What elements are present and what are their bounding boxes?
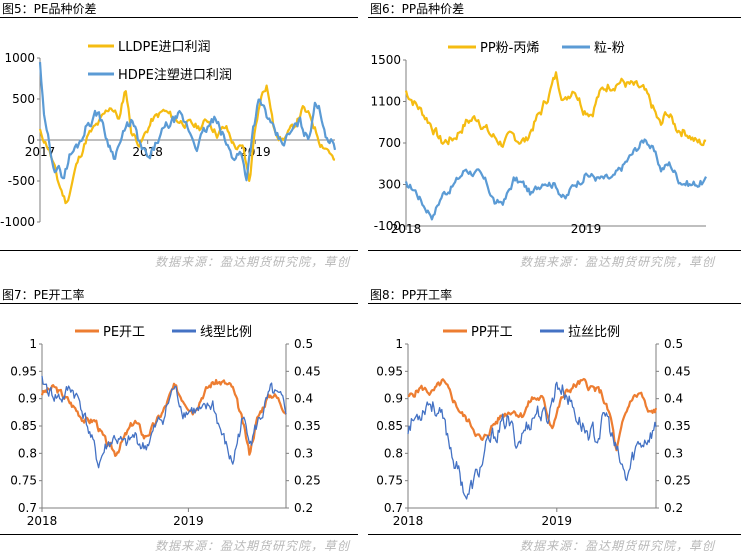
y-tick-label: 1100 xyxy=(370,95,401,109)
y-right-tick-label: 0.25 xyxy=(664,474,691,488)
watermark: 数据来源：盈达期货研究院，草创 xyxy=(520,539,716,553)
watermark: 数据来源：盈达期货研究院，草创 xyxy=(155,255,351,269)
legend-label: PE开工 xyxy=(103,325,145,340)
chart-title: 图8：PP开工率 xyxy=(370,288,453,302)
y-right-tick-label: 0.2 xyxy=(664,501,683,515)
series-line xyxy=(404,71,707,148)
y-tick-label: 0.95 xyxy=(10,364,37,378)
y-tick-label: 1 xyxy=(29,337,37,351)
y-tick-label: 0.85 xyxy=(376,419,403,433)
y-tick-label: 0.8 xyxy=(384,446,403,460)
chart-fig8: 0.7 0.75 0.8 0.85 0.9 0.95 1 0.2 0.25 0.3 0.35 0.4 0… xyxy=(376,325,691,528)
y-right-tick-label: 0.4 xyxy=(294,392,313,406)
y-tick-label: 0.75 xyxy=(10,474,37,488)
y-right-tick-label: 0.5 xyxy=(294,337,313,351)
y-right-tick-label: 0.5 xyxy=(664,337,683,351)
y-tick-label: 0.8 xyxy=(18,446,37,460)
series-line xyxy=(38,84,336,205)
y-tick-label: 1 xyxy=(395,337,403,351)
legend-label: HDPE注塑进口利润 xyxy=(118,68,232,83)
y-tick-label: 500 xyxy=(12,92,35,106)
chart-bottom-rule xyxy=(368,534,741,535)
x-tick-label: 2019 xyxy=(240,145,271,159)
chart-panel-fig5: 图5：PE品种价差 -1000 -500 0 500 1000 2017 2018 2019 L… xyxy=(0,0,360,275)
y-tick-label: -100 xyxy=(374,219,401,233)
y-tick-label: 700 xyxy=(378,136,401,150)
x-tick-label: 2019 xyxy=(542,514,573,528)
y-right-tick-label: 0.2 xyxy=(294,501,313,515)
y-tick-label: 0.7 xyxy=(18,501,37,515)
watermark: 数据来源：盈达期货研究院，草创 xyxy=(155,539,351,553)
title-rule xyxy=(0,17,358,18)
series-line xyxy=(404,138,707,221)
legend-label: 线型比例 xyxy=(200,325,252,340)
x-tick-label: 2018 xyxy=(393,514,424,528)
chart-panel-fig7: 图7：PE开工率 0.7 0.75 0.8 0.85 0.9 0.95 1 0.2 0.25 0.… xyxy=(0,286,360,553)
y-right-tick-label: 0.4 xyxy=(664,392,683,406)
legend-label: PP粉-丙烯 xyxy=(480,41,539,56)
series-line xyxy=(41,375,287,469)
chart-bottom-rule xyxy=(368,250,741,251)
y-tick-label: 0.85 xyxy=(10,419,37,433)
chart-bottom-rule xyxy=(0,534,358,535)
y-tick-label: 0.9 xyxy=(384,392,403,406)
chart-title: 图6：PP品种价差 xyxy=(370,2,465,16)
series-line xyxy=(38,62,337,182)
y-right-tick-label: 0.3 xyxy=(294,446,313,460)
series-line xyxy=(40,378,287,457)
y-tick-label: 0.95 xyxy=(376,364,403,378)
legend-label: 拉丝比例 xyxy=(568,325,620,340)
y-tick-label: 0.75 xyxy=(376,474,403,488)
chart-bottom-rule xyxy=(0,250,358,251)
title-rule xyxy=(0,303,358,304)
y-right-tick-label: 0.35 xyxy=(294,419,321,433)
legend-label: LLDPE进口利润 xyxy=(118,40,211,55)
series-line xyxy=(407,381,657,500)
chart-panel-fig8: 图8：PP开工率 0.7 0.75 0.8 0.85 0.9 0.95 1 0.2 0.25 0.… xyxy=(368,286,741,553)
y-right-tick-label: 0.3 xyxy=(664,446,683,460)
chart-title: 图5：PE品种价差 xyxy=(2,2,97,16)
y-tick-label: 1500 xyxy=(370,53,401,67)
y-right-tick-label: 0.25 xyxy=(294,474,321,488)
x-tick-label: 2018 xyxy=(27,514,58,528)
x-tick-label: 2019 xyxy=(571,222,602,236)
title-rule xyxy=(368,17,741,18)
x-tick-label: 2019 xyxy=(173,514,204,528)
chart-title: 图7：PE开工率 xyxy=(2,288,85,302)
series-line xyxy=(407,377,658,452)
watermark: 数据来源：盈达期货研究院，草创 xyxy=(520,255,716,269)
y-right-tick-label: 0.35 xyxy=(664,419,691,433)
chart-fig7: 0.7 0.75 0.8 0.85 0.9 0.95 1 0.2 0.25 0.3 0.35 0.4 0… xyxy=(10,325,321,528)
chart-panel-fig6: 图6：PP品种价差 -100 300 700 1100 1500 2018 2019 PP粉-… xyxy=(368,0,741,275)
y-tick-label: 0 xyxy=(27,133,35,147)
y-right-tick-label: 0.45 xyxy=(664,364,691,378)
y-tick-label: -500 xyxy=(8,174,35,188)
title-rule xyxy=(368,303,741,304)
legend-label: PP开工 xyxy=(471,325,513,340)
y-tick-label: 0.9 xyxy=(18,392,37,406)
legend-label: 粒-粉 xyxy=(594,41,625,56)
y-tick-label: -1000 xyxy=(0,215,35,229)
y-tick-label: 0.7 xyxy=(384,501,403,515)
y-right-tick-label: 0.45 xyxy=(294,364,321,378)
y-tick-label: 1000 xyxy=(4,51,35,65)
x-tick-label: 2018 xyxy=(391,222,422,236)
y-tick-label: 300 xyxy=(378,178,401,192)
chart-fig6: -100 300 700 1100 1500 2018 2019 PP粉-丙烯 粒-粉 xyxy=(370,41,707,236)
